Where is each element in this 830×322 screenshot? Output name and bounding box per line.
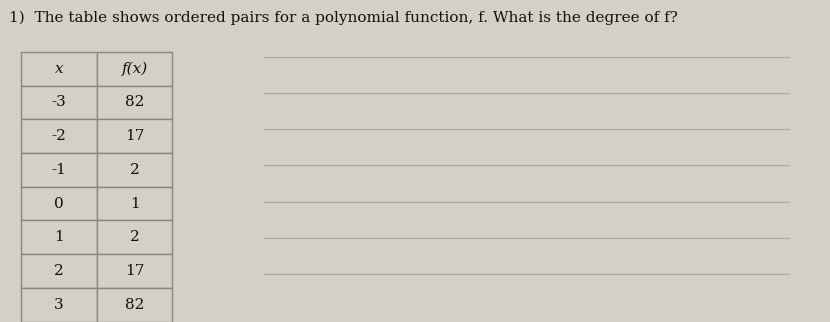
Bar <box>22 221 97 254</box>
Text: x: x <box>55 62 63 76</box>
Text: f(x): f(x) <box>121 62 148 76</box>
Bar <box>97 153 173 187</box>
Text: -3: -3 <box>51 95 66 109</box>
Text: -1: -1 <box>51 163 66 177</box>
Text: 3: 3 <box>54 298 64 312</box>
Bar <box>97 52 173 86</box>
Text: 1: 1 <box>54 230 64 244</box>
Bar <box>97 254 173 288</box>
Bar <box>22 119 97 153</box>
Bar <box>97 119 173 153</box>
Text: 82: 82 <box>124 298 144 312</box>
Bar <box>22 288 97 322</box>
Text: 17: 17 <box>124 264 144 278</box>
Text: 17: 17 <box>124 129 144 143</box>
Text: 2: 2 <box>129 163 139 177</box>
Text: 1)  The table shows ordered pairs for a polynomial function, f. What is the degr: 1) The table shows ordered pairs for a p… <box>9 11 678 25</box>
Bar <box>22 254 97 288</box>
Bar <box>97 288 173 322</box>
Text: 2: 2 <box>54 264 64 278</box>
Bar <box>97 187 173 221</box>
Bar <box>22 153 97 187</box>
Text: 0: 0 <box>54 197 64 211</box>
Text: -2: -2 <box>51 129 66 143</box>
Text: 1: 1 <box>129 197 139 211</box>
Bar <box>22 86 97 119</box>
Bar <box>22 52 97 86</box>
Text: 2: 2 <box>129 230 139 244</box>
Bar <box>97 86 173 119</box>
Bar <box>22 187 97 221</box>
Bar <box>97 221 173 254</box>
Text: 82: 82 <box>124 95 144 109</box>
